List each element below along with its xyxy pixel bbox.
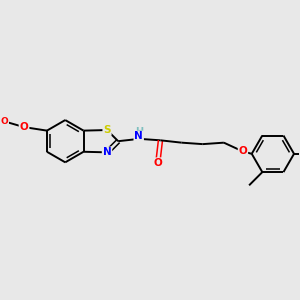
Text: O: O (154, 158, 163, 168)
Text: H: H (135, 127, 143, 136)
Text: O: O (20, 122, 28, 132)
Text: N: N (103, 147, 111, 157)
Text: N: N (134, 131, 143, 142)
Text: O: O (1, 117, 8, 126)
Text: O: O (20, 122, 28, 132)
Text: S: S (103, 125, 111, 135)
Text: O: O (238, 146, 247, 157)
